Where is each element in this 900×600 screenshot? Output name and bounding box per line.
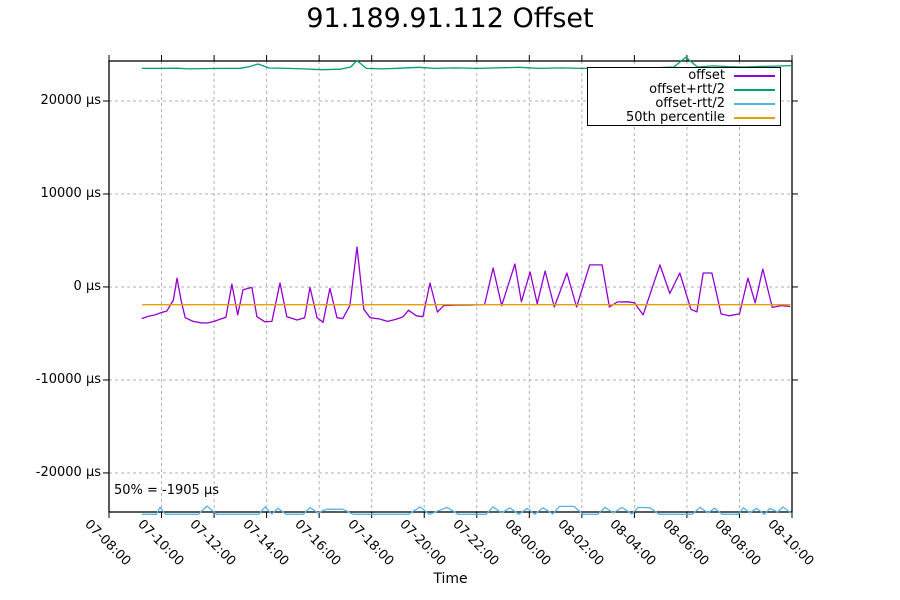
plot-border	[108, 60, 793, 513]
y-tick-label: -20000 µs	[35, 464, 101, 480]
chart-title: 91.189.91.112 Offset	[306, 3, 594, 34]
legend-row: offset	[588, 67, 780, 83]
series-offset-rtt-2-line	[141, 505, 793, 515]
legend-label: 50th percentile	[625, 109, 725, 125]
series-offset-line	[141, 246, 791, 324]
y-tick-label: 10000 µs	[40, 185, 101, 201]
gridlines	[108, 61, 793, 512]
legend-box: offset offset+rtt/2 offset-rtt/2 50th perce…	[587, 67, 781, 126]
x-axis-title: Time	[433, 571, 468, 587]
legend-label: offset	[688, 67, 725, 83]
legend-row: offset-rtt/2	[588, 95, 780, 111]
legend-line-sample	[734, 116, 775, 119]
legend-label: offset+rtt/2	[649, 81, 725, 97]
legend-line-sample	[734, 88, 775, 91]
y-tick-label: 20000 µs	[40, 92, 101, 108]
legend-label: offset-rtt/2	[655, 95, 725, 111]
legend-line-sample	[734, 74, 775, 77]
legend-row: offset+rtt/2	[588, 81, 780, 97]
legend-line-sample	[734, 102, 775, 105]
y-tick-label: 0 µs	[73, 278, 101, 294]
series-offset-rtt-2-line	[141, 56, 793, 71]
legend-row: 50th percentile	[588, 109, 780, 125]
percentile-annotation: 50% = -1905 µs	[114, 483, 220, 498]
y-tick-label: -10000 µs	[35, 371, 101, 387]
